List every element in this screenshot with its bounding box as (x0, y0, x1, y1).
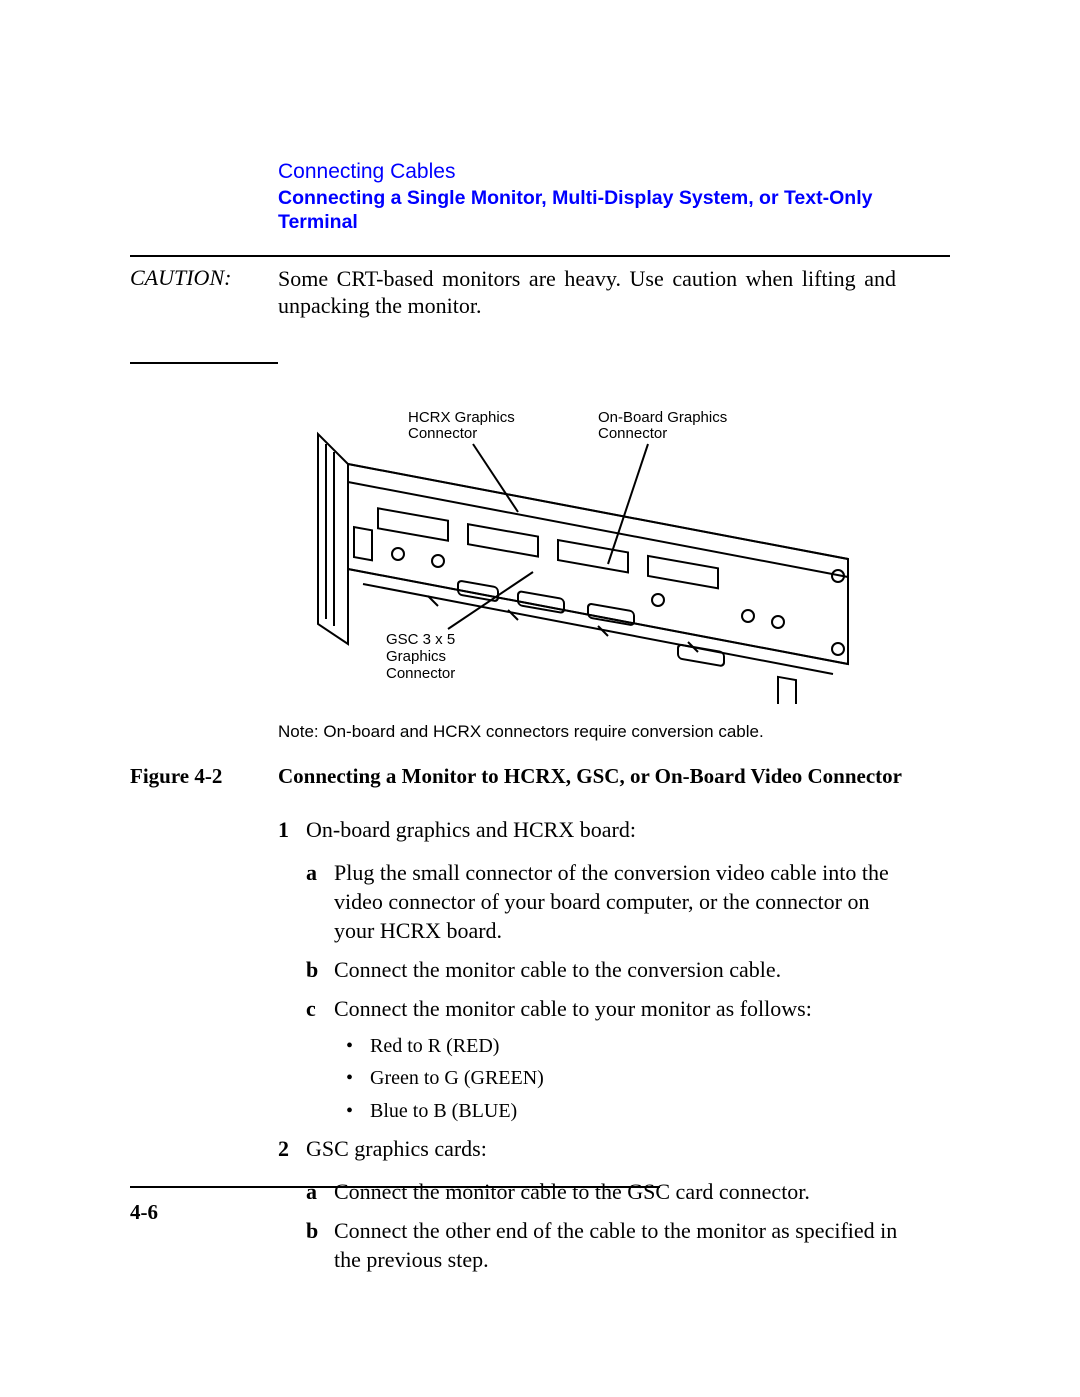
substep-letter: a (306, 1177, 334, 1206)
bullet-text: Blue to B (BLUE) (370, 1098, 517, 1124)
connector-diagram-icon: HCRX Graphics Connector On-Board Graphic… (308, 404, 868, 704)
header-chapter: Connecting Cables (278, 160, 950, 184)
step-2a: a Connect the monitor cable to the GSC c… (306, 1177, 898, 1206)
substep-text: Connect the monitor cable to your monito… (334, 994, 812, 1023)
svg-text:GSC 3 x 5: GSC 3 x 5 (386, 631, 455, 648)
caution-rule (130, 314, 278, 364)
svg-text:Connector: Connector (598, 425, 667, 442)
step-text: GSC graphics cards: (306, 1134, 487, 1163)
step-number: 2 (278, 1134, 306, 1163)
bullet-text: Green to G (GREEN) (370, 1065, 544, 1091)
step-2: 2 GSC graphics cards: (278, 1134, 898, 1163)
step-2b: b Connect the other end of the cable to … (306, 1216, 898, 1274)
footer-rule (130, 1186, 660, 1188)
substep-letter: b (306, 1216, 334, 1274)
page-number: 4-6 (130, 1200, 158, 1225)
step-1a: a Plug the small connector of the conver… (306, 858, 898, 945)
substep-text: Connect the monitor cable to the convers… (334, 955, 781, 984)
substep-text: Connect the other end of the cable to th… (334, 1216, 898, 1274)
bullet-text: Red to R (RED) (370, 1033, 499, 1059)
svg-text:On-Board Graphics: On-Board Graphics (598, 409, 727, 426)
page-content: Connecting Cables Connecting a Single Mo… (130, 160, 950, 1284)
figure: HCRX Graphics Connector On-Board Graphic… (278, 404, 898, 742)
substep-letter: c (306, 994, 334, 1023)
bullet-green: •Green to G (GREEN) (346, 1065, 898, 1091)
step-1c: c Connect the monitor cable to your moni… (306, 994, 898, 1023)
substep-letter: b (306, 955, 334, 984)
substep-letter: a (306, 858, 334, 945)
svg-text:Graphics: Graphics (386, 648, 446, 665)
step-1b: b Connect the monitor cable to the conve… (306, 955, 898, 984)
bullet-red: •Red to R (RED) (346, 1033, 898, 1059)
caution-block: CAUTION: Some CRT-based monitors are hea… (130, 255, 950, 320)
figure-note: Note: On-board and HCRX connectors requi… (278, 722, 898, 742)
header-section: Connecting a Single Monitor, Multi-Displ… (278, 186, 898, 235)
step-text: On-board graphics and HCRX board: (306, 815, 636, 844)
substep-text: Plug the small connector of the conversi… (334, 858, 898, 945)
svg-text:Connector: Connector (408, 425, 477, 442)
figure-caption: Figure 4-2 Connecting a Monitor to HCRX,… (130, 764, 950, 789)
svg-text:Connector: Connector (386, 665, 455, 682)
figure-number: Figure 4-2 (130, 764, 278, 789)
caution-text: Some CRT-based monitors are heavy. Use c… (278, 265, 896, 320)
color-bullets: •Red to R (RED) •Green to G (GREEN) •Blu… (346, 1033, 898, 1124)
step-number: 1 (278, 815, 306, 844)
substep-text: Connect the monitor cable to the GSC car… (334, 1177, 810, 1206)
instruction-list: 1 On-board graphics and HCRX board: a Pl… (278, 815, 898, 1274)
caution-label: CAUTION: (130, 265, 278, 291)
figure-title: Connecting a Monitor to HCRX, GSC, or On… (278, 764, 902, 789)
step-1: 1 On-board graphics and HCRX board: (278, 815, 898, 844)
bullet-blue: •Blue to B (BLUE) (346, 1098, 898, 1124)
svg-text:HCRX Graphics: HCRX Graphics (408, 409, 515, 426)
